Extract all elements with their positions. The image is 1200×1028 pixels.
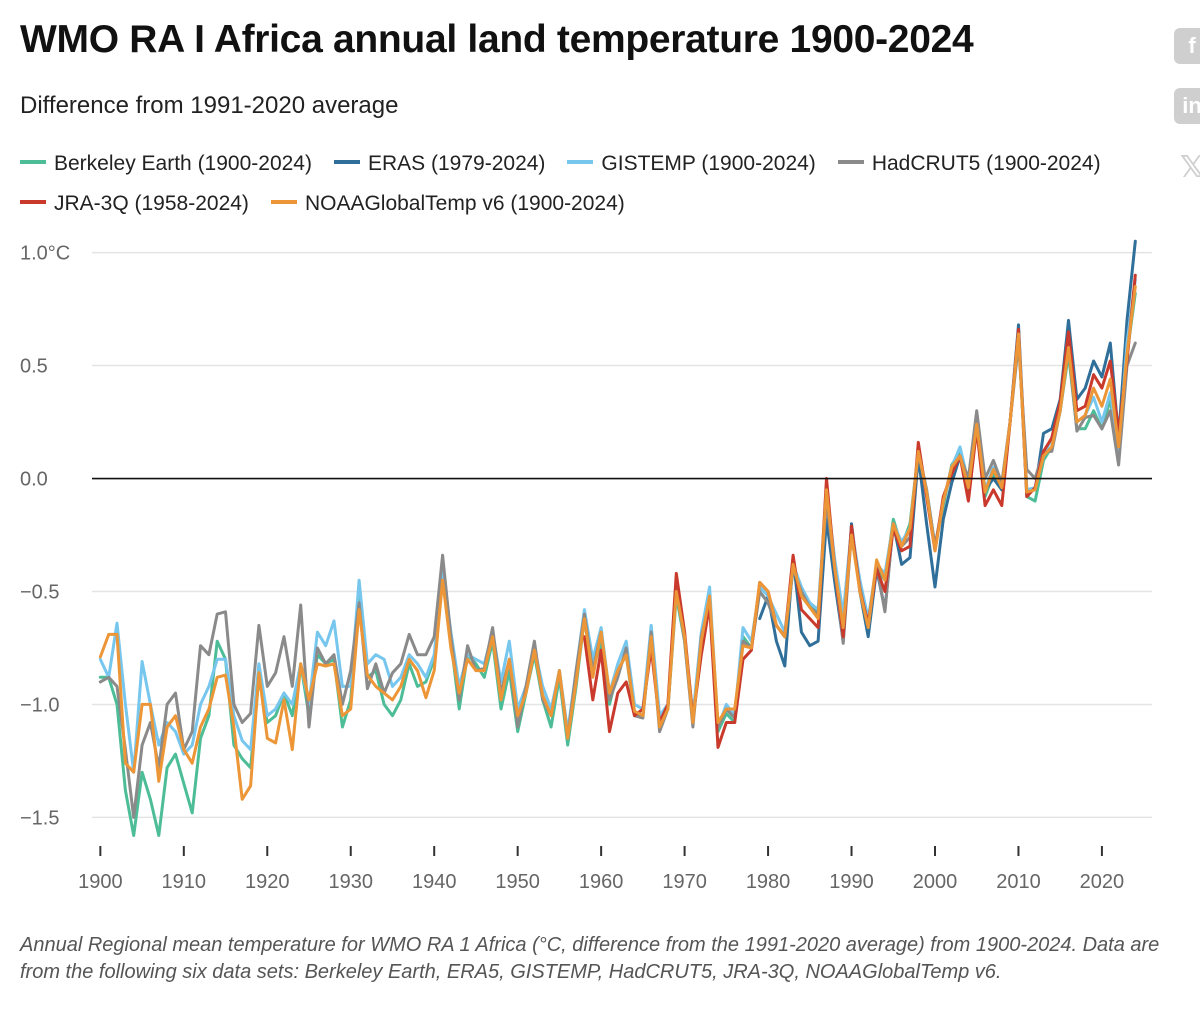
y-tick-label: −1.0 — [20, 694, 59, 716]
y-tick-label: −0.5 — [20, 581, 59, 603]
legend-swatch — [20, 200, 46, 205]
linkedin-icon[interactable]: in — [1174, 88, 1200, 124]
legend-label: JRA-3Q (1958-2024) — [54, 192, 249, 215]
x-tick-label: 1960 — [579, 871, 624, 893]
x-tick-label: 1910 — [162, 871, 207, 893]
legend-label: NOAAGlobalTemp v6 (1900-2024) — [304, 192, 625, 215]
legend-item[interactable]: Berkeley Earth (1900-2024) — [20, 144, 312, 184]
legend-label: HadCRUT5 (1900-2024) — [871, 152, 1101, 175]
x-tick-label: 2020 — [1080, 871, 1125, 893]
x-tick-label: 1970 — [662, 871, 707, 893]
y-tick-label: 0.0 — [20, 469, 48, 491]
legend-label: Berkeley Earth (1900-2024) — [54, 152, 312, 175]
legend-label: ERAS (1979-2024) — [367, 152, 546, 175]
x-icon[interactable]: 𝕏 — [1179, 151, 1200, 184]
legend-swatch — [567, 160, 594, 165]
legend-item[interactable]: HadCRUT5 (1900-2024) — [837, 144, 1101, 184]
chart-title: WMO RA I Africa annual land temperature … — [20, 18, 974, 61]
legend-item[interactable]: NOAAGlobalTemp v6 (1900-2024) — [270, 184, 625, 224]
x-tick-label: 1930 — [328, 871, 373, 893]
legend-item[interactable]: GISTEMP (1900-2024) — [567, 144, 816, 184]
x-tick-label: 1900 — [78, 871, 123, 893]
legend-item[interactable]: ERAS (1979-2024) — [333, 144, 546, 184]
x-tick-label: 1920 — [245, 871, 290, 893]
x-tick-label: 1990 — [829, 871, 874, 893]
y-tick-label: 0.5 — [20, 356, 48, 378]
y-tick-label: 1.0°C — [20, 243, 70, 265]
facebook-icon[interactable]: f — [1174, 28, 1200, 64]
series-line — [582, 273, 1137, 749]
legend-label: GISTEMP (1900-2024) — [601, 152, 816, 175]
x-tick-label: 2010 — [996, 871, 1041, 893]
legend-swatch — [333, 160, 360, 165]
legend-item[interactable]: JRA-3Q (1958-2024) — [20, 184, 249, 224]
x-tick-label: 1950 — [495, 871, 540, 893]
series-line — [98, 285, 1137, 801]
chart-plot: 1.0°C 0.5 0.0 −0.5 −1.0 −1.5 1900 1910 1920 1930 1… — [20, 239, 1152, 893]
chart-legend: Berkeley Earth (1900-2024) ERAS (1979-202… — [20, 144, 1160, 224]
y-tick-label: −1.5 — [20, 807, 59, 829]
series-line — [98, 278, 1137, 774]
legend-swatch — [20, 160, 46, 165]
chart-subtitle: Difference from 1991-2020 average — [20, 92, 399, 119]
x-tick-label: 1980 — [746, 871, 791, 893]
legend-swatch — [837, 160, 864, 165]
legend-swatch — [270, 200, 297, 205]
series-line — [758, 239, 1137, 668]
x-tick-label: 2000 — [913, 871, 958, 893]
series-line — [98, 291, 1137, 837]
series-line — [98, 341, 1137, 819]
x-tick-label: 1940 — [412, 871, 457, 893]
chart-caption: Annual Regional mean temperature for WMO… — [20, 934, 1160, 983]
